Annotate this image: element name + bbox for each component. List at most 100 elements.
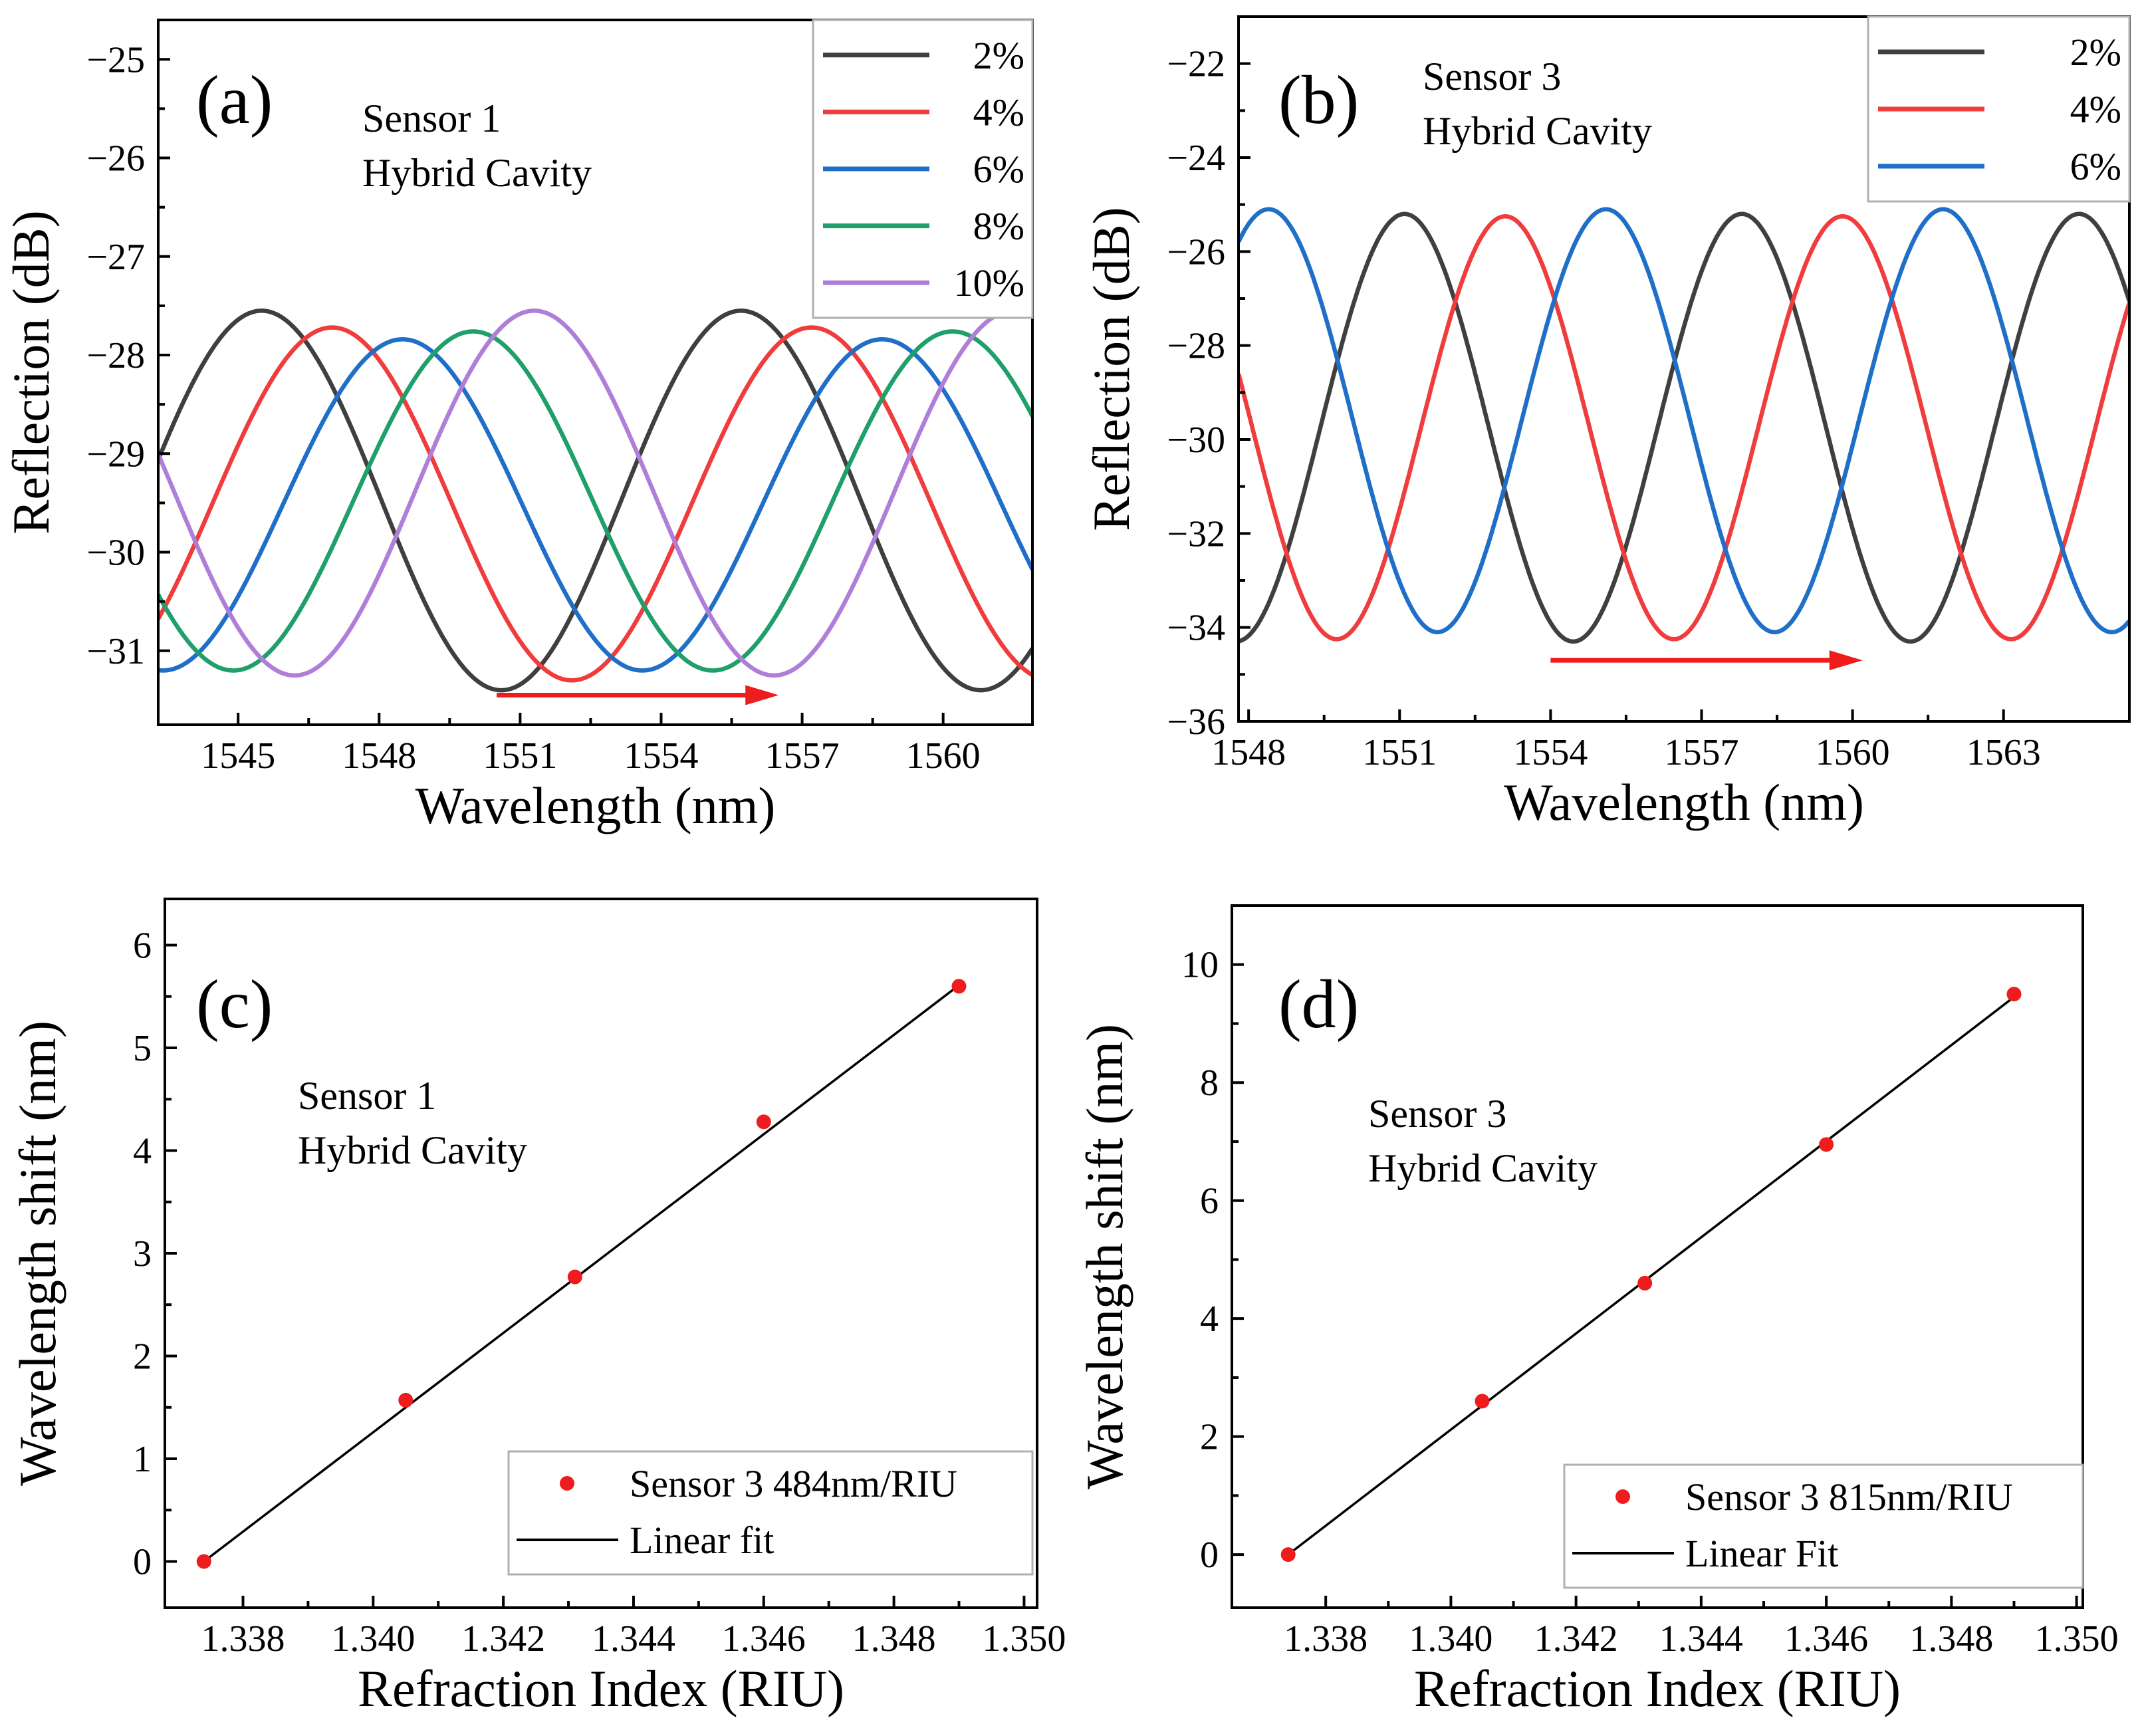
y-tick-label: −26 (86, 138, 145, 180)
annotation-text: Hybrid Cavity (298, 1128, 527, 1172)
y-tick-label: 8 (1200, 1062, 1219, 1104)
data-point (1819, 1137, 1834, 1152)
y-tick-label: −32 (1167, 513, 1225, 555)
x-tick-label: 1.338 (201, 1618, 285, 1660)
y-tick-labels: −31 −30 −29 −28 −27 −26 −25 (86, 39, 145, 672)
legend-label: 6% (973, 148, 1024, 191)
x-axis-label: Wavelength (nm) (416, 777, 776, 834)
data-point (196, 1554, 211, 1569)
plot-frame (1231, 904, 2084, 1609)
data-point (951, 979, 967, 994)
legend-label: 4% (973, 90, 1024, 134)
annotation-text: Hybrid Cavity (362, 151, 592, 195)
series-line-10% (158, 309, 1032, 678)
fit-line (1287, 996, 2015, 1556)
x-tick-label: 1.346 (1784, 1618, 1868, 1660)
legend-marker (560, 1476, 574, 1491)
plot-frame (157, 19, 1034, 726)
x-tick-label: 1560 (1816, 732, 1890, 773)
y-tick-labels: −36 −34 −32 −30 −28 −26 −24 −22 (1167, 44, 1225, 743)
panel-label: (a) (196, 62, 273, 138)
y-tick-label: −22 (1167, 44, 1225, 85)
y-tick-label: −30 (1167, 420, 1225, 461)
data-point (1475, 1394, 1490, 1409)
plot-area (158, 309, 1032, 693)
panel-label: (b) (1278, 62, 1359, 138)
x-tick-labels: 1545 1548 1551 1554 1557 1560 (201, 735, 980, 777)
shift-arrow-head (1829, 650, 1863, 671)
legend-label: 6% (2070, 145, 2121, 188)
legend-label: Sensor 3 484nm/RIU (630, 1462, 957, 1505)
y-axis-label: Wavelength shift (nm) (1076, 1024, 1133, 1489)
data-point (2006, 987, 2022, 1002)
legend-label: 4% (2070, 88, 2121, 131)
legend-label: 8% (973, 205, 1024, 248)
y-tick-label: 1 (133, 1439, 152, 1480)
x-tick-label: 1554 (1513, 732, 1588, 773)
series-line-2% (1239, 211, 2129, 644)
y-tick-label: −31 (86, 631, 145, 672)
shift-arrow-head (745, 685, 779, 705)
data-point (398, 1392, 414, 1408)
x-tick-label: 1.350 (2035, 1618, 2119, 1660)
x-tick-label: 1.346 (722, 1618, 806, 1660)
annotation-text: Hybrid Cavity (1368, 1146, 1598, 1190)
y-tick-label: 6 (1200, 1181, 1219, 1222)
y-tick-label: 10 (1181, 945, 1219, 986)
y-axis-label: Reflection (dB) (1082, 207, 1140, 531)
x-tick-label: 1557 (1664, 732, 1738, 773)
data-point (756, 1114, 771, 1130)
data-point (1637, 1275, 1653, 1291)
y-tick-labels: 0 1 2 3 4 5 6 (133, 926, 152, 1583)
legend-label: 10% (954, 261, 1024, 305)
legend: 2% 4% 6% (1867, 15, 2131, 203)
series-line-4% (158, 325, 1032, 683)
y-tick-label: 0 (133, 1541, 152, 1582)
y-tick-label: −24 (1167, 138, 1225, 179)
x-tick-label: 1548 (1211, 732, 1286, 773)
y-tick-label: −26 (1167, 231, 1225, 273)
legend-label: Linear Fit (1685, 1532, 1838, 1575)
y-tick-label: −28 (1167, 326, 1225, 367)
x-tick-label: 1.340 (1409, 1618, 1492, 1660)
legend-label: 2% (2070, 31, 2121, 74)
panel-a: 1545 1548 1551 1554 1557 1560 −31−30−29−28−27−… (2, 19, 1034, 834)
y-tick-labels: 0 2 4 6 8 10 (1181, 945, 1219, 1576)
data-point (567, 1269, 582, 1285)
y-tick-label: −34 (1167, 608, 1225, 649)
x-tick-label: 1563 (1966, 732, 2041, 773)
x-tick-label: 1.342 (461, 1618, 545, 1660)
panel-label: (c) (196, 966, 273, 1043)
legend-box (507, 1450, 1034, 1576)
y-tick-label: 0 (1200, 1535, 1219, 1576)
x-tick-label: 1545 (201, 735, 275, 777)
y-tick-label: −36 (1167, 701, 1225, 743)
x-tick-labels: 1548 1551 1554 1557 1560 1563 (1211, 732, 2041, 773)
legend-marker (1615, 1489, 1630, 1504)
annotation-text: Sensor 1 (362, 96, 501, 140)
plot-frame (1237, 15, 2131, 723)
annotation-text: Sensor 1 (298, 1074, 436, 1118)
y-tick-label: −28 (86, 335, 145, 376)
annotation-text: Sensor 3 (1423, 55, 1561, 98)
x-tick-label: 1.348 (852, 1618, 936, 1660)
legend: 2% 4% 6% 8% 10% (812, 19, 1034, 319)
x-axis-label: Wavelength (nm) (1504, 773, 1864, 831)
x-axis-label: Refraction Index (RIU) (358, 1660, 844, 1717)
y-axis-label: Reflection (dB) (2, 210, 60, 534)
panel-label: (d) (1278, 966, 1359, 1043)
x-tick-label: 1.340 (331, 1618, 415, 1660)
x-tick-labels: 1.338 1.340 1.342 1.344 1.346 1.348 1.350 (201, 1618, 1066, 1660)
x-tick-labels: 1.338 1.340 1.342 1.344 1.346 1.348 1.350 (1284, 1618, 2118, 1660)
plot-area (1280, 987, 2022, 1562)
x-tick-label: 1.350 (982, 1618, 1066, 1660)
series-line-6% (158, 337, 1032, 673)
legend-label: Sensor 3 815nm/RIU (1685, 1475, 2013, 1519)
x-tick-label: 1551 (483, 735, 557, 777)
fit-line (203, 984, 960, 1562)
panel-d: 1.338 1.340 1.342 1.344 1.346 1.348 1.350 0 2 4 6 8… (1076, 904, 2119, 1717)
y-axis-label: Wavelength shift (nm) (9, 1021, 66, 1486)
x-tick-label: 1.344 (592, 1618, 675, 1660)
x-tick-label: 1560 (906, 735, 981, 777)
